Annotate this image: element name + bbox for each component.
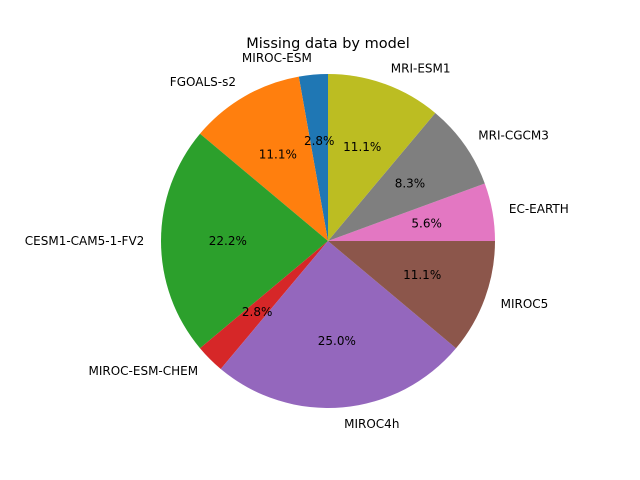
slice-percent-miroc4h: 25.0% — [318, 334, 356, 348]
pie-slice-miroc4h — [220, 241, 456, 408]
slice-percent-fgoals-s2: 11.1% — [259, 147, 297, 161]
slice-label-mri-esm1: MRI-ESM1 — [391, 61, 451, 75]
slice-label-miroc-esm-chem: MIROC-ESM-CHEM — [88, 364, 198, 378]
slice-label-fgoals-s2: FGOALS-s2 — [170, 75, 236, 89]
pie-labels: EC-EARTH 5.6% MRI-CGCM3 8.3% MRI-ESM1 11.1% MI… — [25, 51, 569, 431]
slice-label-miroc5: MIROC5 — [501, 297, 549, 311]
slice-label-miroc4h: MIROC4h — [344, 417, 399, 431]
slice-percent-mri-esm1: 11.1% — [343, 140, 381, 154]
pie-slice-miroc-esm-chem — [200, 241, 328, 369]
slice-label-miroc-esm: MIROC-ESM — [242, 51, 312, 65]
slice-percent-ec-earth: 5.6% — [411, 216, 442, 230]
pie-slice-ec-earth — [328, 183, 495, 241]
pie-slices — [161, 74, 495, 408]
pie-slice-miroc-esm — [298, 74, 328, 241]
pie-slice-mri-cgcm3 — [328, 113, 485, 241]
slice-label-ec-earth: EC-EARTH — [509, 202, 569, 216]
slice-label-mri-cgcm3: MRI-CGCM3 — [478, 128, 549, 142]
slice-percent-miroc-esm: 2.8% — [304, 134, 335, 148]
chart-title: Missing data by model — [246, 36, 410, 52]
pie-slice-mri-esm1 — [328, 74, 436, 241]
slice-percent-miroc-esm-chem: 2.8% — [242, 305, 273, 319]
slice-percent-miroc5: 11.1% — [403, 268, 441, 282]
pie-slice-miroc5 — [328, 241, 495, 349]
pie-slice-cesm1-cam5-1-fv2 — [161, 133, 328, 349]
slice-label-cesm1-cam5-1-fv2: CESM1-CAM5-1-FV2 — [25, 234, 145, 248]
slice-percent-cesm1-cam5-1-fv2: 22.2% — [209, 234, 247, 248]
pie-slice-fgoals-s2 — [200, 76, 328, 241]
slice-percent-mri-cgcm3: 8.3% — [395, 176, 426, 190]
